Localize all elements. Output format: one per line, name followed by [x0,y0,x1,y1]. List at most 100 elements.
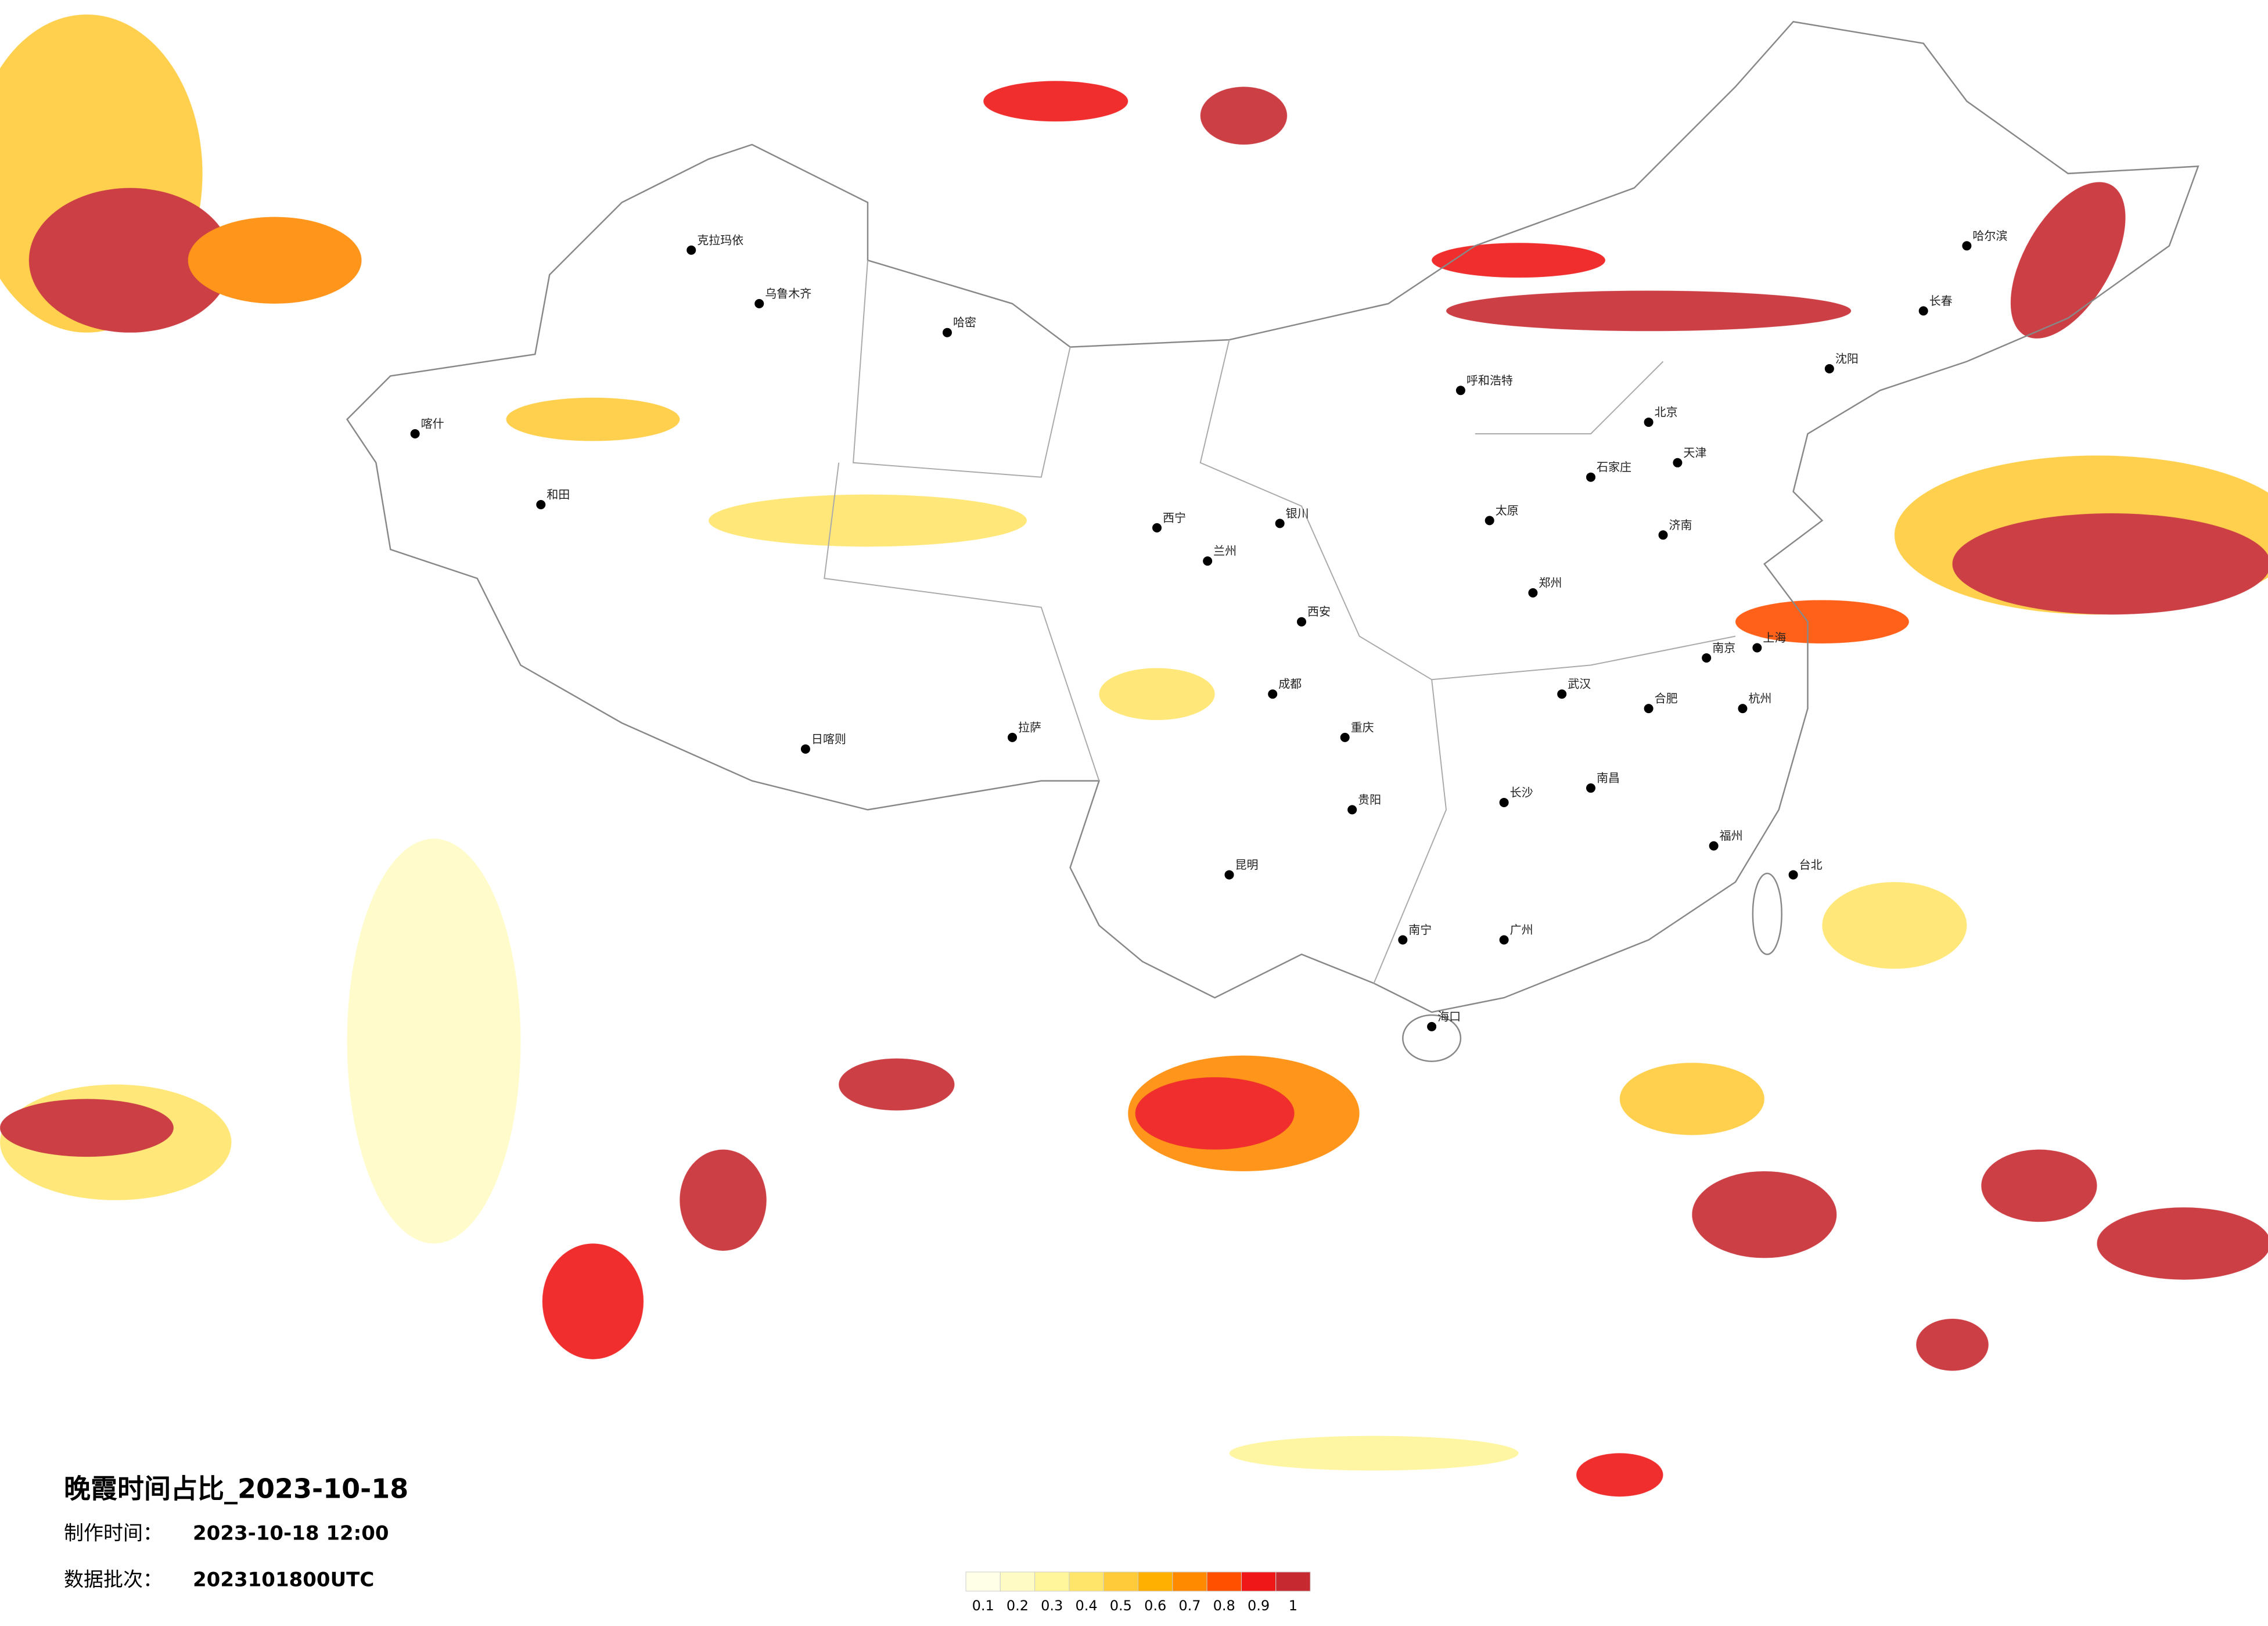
city-label: 南宁 [1408,923,1432,937]
city-dot [1918,306,1928,316]
city-label: 西宁 [1163,510,1186,524]
city-dot [1398,935,1408,945]
city-label: 上海 [1763,631,1786,645]
city-dot [1275,519,1285,528]
city-dot [1528,588,1538,598]
city-dot [1709,841,1719,851]
city-label: 哈尔滨 [1972,229,2007,243]
colorbar-cell [1241,1571,1277,1592]
city-dot [1824,364,1834,373]
city-label: 昆明 [1235,858,1259,872]
city-label: 南京 [1712,641,1735,654]
city-dot [1485,516,1494,526]
colorbar-cell [1138,1571,1173,1592]
colorbar-cell [1103,1571,1138,1592]
city-dot [1427,1021,1437,1031]
city-label: 南昌 [1597,771,1620,785]
city-label: 郑州 [1539,575,1562,589]
city-label: 天津 [1683,445,1706,459]
city-dot [1586,472,1595,482]
city-label: 沈阳 [1835,351,1859,365]
city-dot [1203,556,1213,566]
city-label: 日喀则 [811,732,846,746]
city-dot [1673,458,1683,467]
colorbar-tick-label: 0.9 [1248,1598,1270,1614]
colorbar-tick-label: 0.3 [1041,1598,1063,1614]
colorbar-cell [965,1571,1001,1592]
city-label: 呼和浩特 [1467,373,1513,387]
city-label: 乌鲁木齐 [765,286,811,300]
city-dot [1644,704,1654,714]
colorbar-tick-label: 0.7 [1178,1598,1201,1614]
city-dot [1586,783,1595,793]
city-label: 海口 [1437,1009,1461,1023]
city-dot [1152,523,1162,533]
colorbar-tick-label: 1 [1289,1598,1297,1614]
city-dot [686,245,696,255]
city-label: 广州 [1510,923,1533,937]
city-dot [942,328,952,337]
city-label: 克拉玛依 [697,233,743,247]
city-dot [1557,689,1567,699]
colorbar-tick-label: 0.6 [1144,1598,1166,1614]
field [0,14,2268,1497]
city-label: 喀什 [421,417,444,431]
city-label: 长春 [1929,294,1953,308]
city-label: 北京 [1655,405,1678,419]
city-dot [1347,805,1357,815]
colorbar-tick-label: 0.5 [1110,1598,1132,1614]
city-dot [1644,418,1654,427]
city-label: 和田 [547,488,570,502]
city-label: 拉萨 [1018,720,1041,734]
city-label: 成都 [1278,677,1302,691]
city-label: 合肥 [1655,692,1678,706]
city-label: 贵阳 [1358,793,1381,807]
city-dot [1962,241,1972,251]
city-dot [1752,643,1762,653]
city-dot [410,429,420,438]
city-dot [1340,732,1350,742]
city-label: 太原 [1496,503,1519,517]
city-dot [1788,870,1798,880]
colorbar-tick-label: 0.2 [1007,1598,1029,1614]
colorbar-tick-label: 0.4 [1075,1598,1097,1614]
city-label: 济南 [1669,518,1692,532]
colorbar: 0.1 0.2 0.3 0.4 0.5 0.6 0.7 0.8 0.9 1 [965,1571,1311,1614]
city-dot [1738,704,1748,714]
batch-label: 数据批次： [64,1569,163,1592]
title: 晚霞时间占比_2023-10-18 [64,1473,408,1505]
city-label: 兰州 [1213,544,1237,558]
city-dot [754,298,764,308]
city-label: 哈密 [953,315,976,329]
colorbar-cell [1034,1571,1070,1592]
colorbar-cell [1172,1571,1207,1592]
city-dot [1499,935,1509,945]
city-dot [1224,870,1234,880]
city-label: 台北 [1799,858,1823,872]
city-dot [536,500,546,510]
colorbar-cell [1000,1571,1036,1592]
city-dot [1658,530,1668,540]
city-label: 武汉 [1568,677,1591,691]
city-label: 银川 [1286,506,1309,520]
city-label: 西安 [1307,605,1331,618]
city-label: 杭州 [1748,692,1771,706]
city-dot [800,744,810,754]
colorbar-tick-label: 0.1 [972,1598,994,1614]
city-dot [1455,386,1465,395]
city-dot [1702,653,1712,663]
city-label: 福州 [1720,829,1743,843]
colorbar-cell [1206,1571,1242,1592]
colorbar-cell [1069,1571,1104,1592]
city-dot [1297,617,1306,627]
city-label: 石家庄 [1597,460,1631,474]
made-time: 2023-10-18 12:00 [193,1522,389,1545]
city-dot [1499,797,1509,807]
city-label: 重庆 [1351,720,1374,734]
colorbar-cell [1275,1571,1311,1592]
city-label: 长沙 [1510,785,1533,799]
colorbar-tick-label: 0.8 [1213,1598,1235,1614]
city-dot [1268,689,1278,699]
